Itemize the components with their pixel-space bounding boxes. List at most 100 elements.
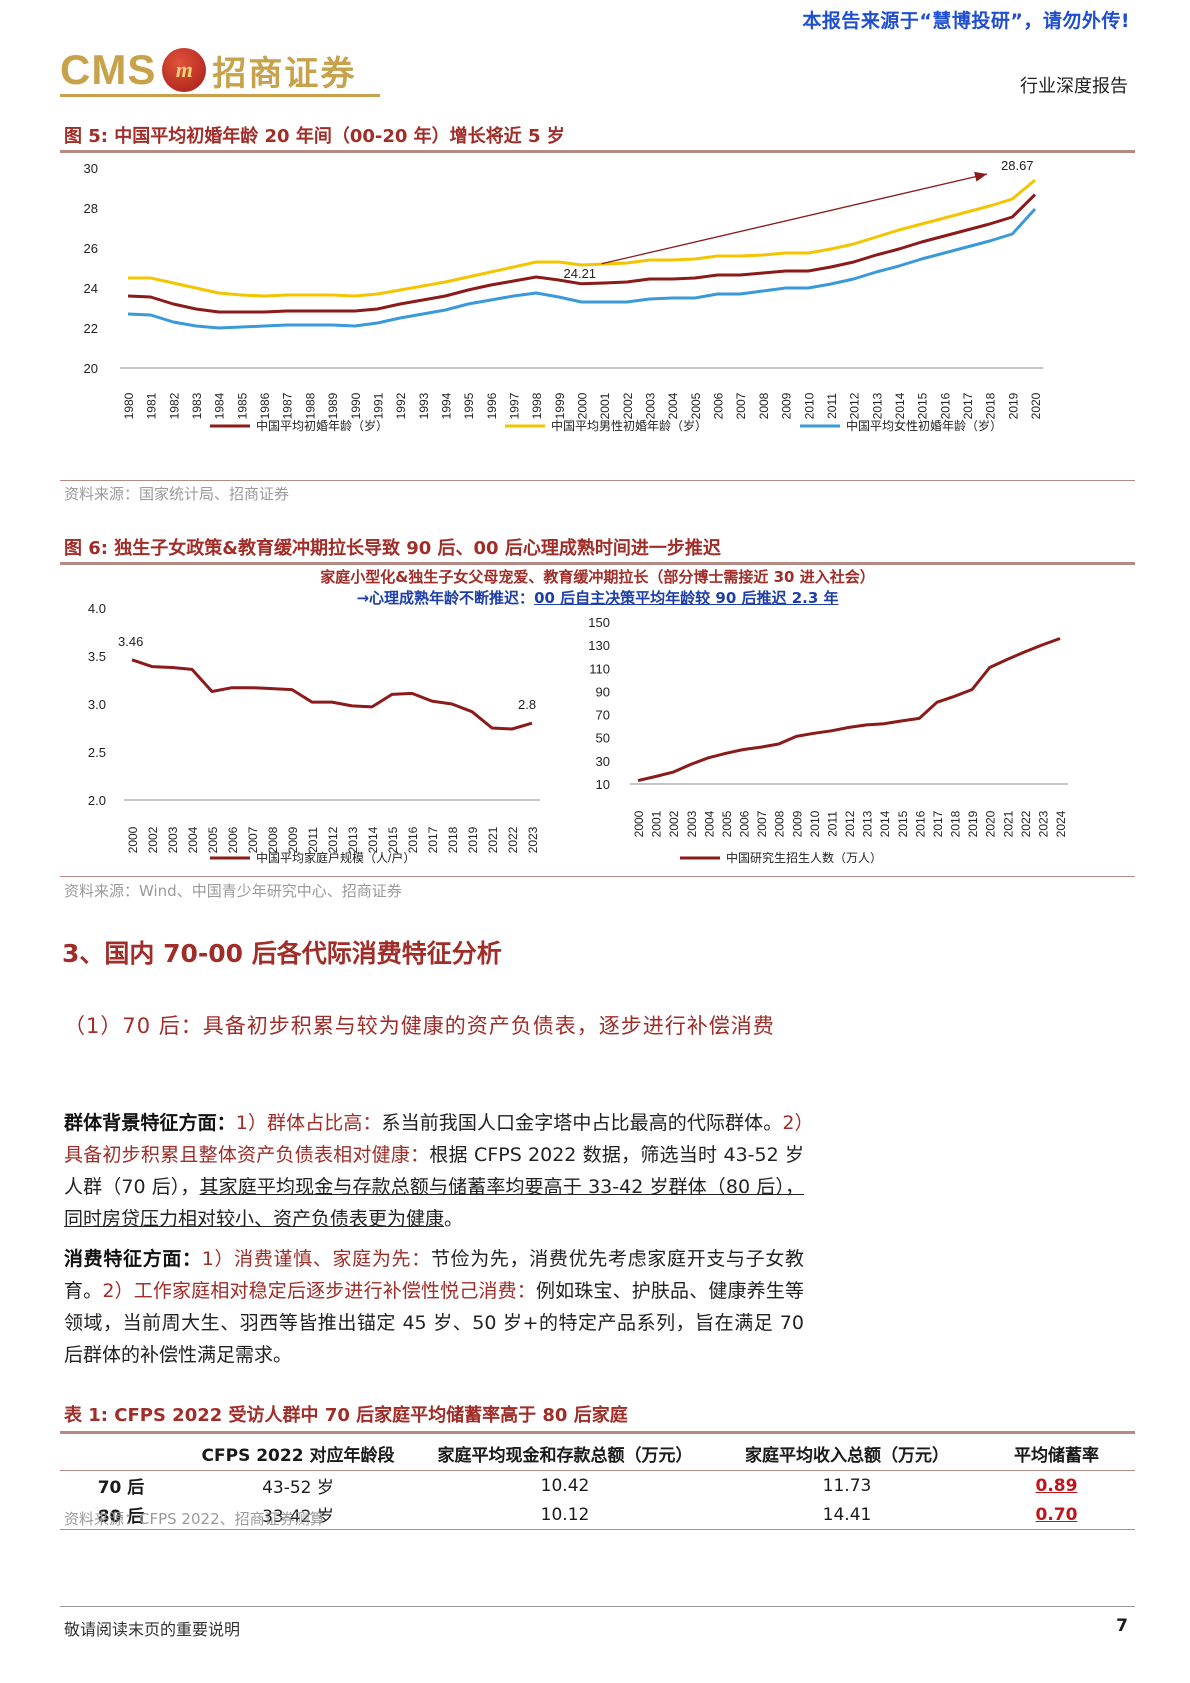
footer-note: 敬请阅读末页的重要说明 [64, 1620, 241, 1639]
x-tick-label: 2022 [506, 826, 520, 853]
x-tick-label: 2001 [598, 392, 612, 419]
x-tick-label: 2011 [825, 811, 839, 837]
p2-label: 消费特征方面： [64, 1248, 202, 1270]
y-tick-label: 30 [84, 161, 98, 176]
x-tick-label: 2012 [326, 826, 340, 853]
p2-text2: 例如珠宝、护肤品、健康养生等领域，当前周大生、羽西等皆推出锚定 45 岁、50 … [64, 1280, 804, 1366]
company-logo: CMS m 招商证券 [60, 46, 356, 94]
x-tick-label: 2013 [861, 810, 875, 837]
trend-arrowhead [974, 171, 987, 182]
x-tick-label: 2022 [1019, 810, 1033, 837]
x-tick-label: 2019 [1006, 392, 1020, 419]
annotation-start: 24.21 [564, 266, 597, 281]
series-line-0 [127, 193, 1037, 314]
figure5-title: 图 5: 中国平均初婚年龄 20 年间（00-20 年）增长将近 5 岁 [64, 126, 565, 147]
x-tick-label: 1991 [371, 392, 385, 419]
x-tick-label: 2011 [825, 393, 839, 419]
x-tick-label: 2021 [1001, 810, 1015, 837]
y-tick-label: 26 [84, 241, 98, 256]
subtitle-2-prefix: →心理成熟年龄不断推迟： [356, 589, 535, 607]
x-tick-label: 2013 [870, 392, 884, 419]
paragraph-background: 群体背景特征方面：1）群体占比高：系当前我国人口金字塔中占比最高的代际群体。2）… [64, 1107, 804, 1235]
x-tick-label: 2002 [621, 392, 635, 419]
x-tick-label: 1980 [122, 392, 136, 419]
figure5-bottom-rule [60, 480, 1135, 481]
paragraph-consumption: 消费特征方面：1）消费谨慎、家庭为先：节俭为先，消费优先考虑家庭开支与子女教育。… [64, 1243, 804, 1371]
series-line [637, 637, 1061, 783]
x-tick-label: 2000 [632, 810, 646, 837]
logo-cms-text: CMS [60, 46, 157, 93]
table-cell-savings: 0.89 [978, 1470, 1135, 1500]
x-tick-label: 2006 [738, 810, 752, 837]
annotation-left-start: 3.46 [118, 634, 143, 649]
figure6-title: 图 6: 独生子女政策&教育缓冲期拉长导致 90 后、00 后心理成熟时间进一步… [64, 538, 721, 559]
x-tick-label: 2000 [126, 826, 140, 853]
x-tick-label: 1984 [213, 392, 227, 419]
y-tick-label: 22 [84, 321, 98, 336]
x-tick-label: 2008 [757, 392, 771, 419]
x-tick-label: 2018 [446, 826, 460, 853]
p1-underlined: 其家庭平均现金与存款总额与储蓄率均要高于 33-42 岁群体（80 后），同时房… [64, 1176, 804, 1230]
logo-underline [60, 94, 380, 97]
p1-point1: 1）群体占比高： [235, 1112, 382, 1134]
x-tick-label: 2017 [931, 810, 945, 837]
annotation-left-end: 2.8 [518, 697, 536, 712]
x-tick-label: 2003 [685, 810, 699, 837]
table-header-row: CFPS 2022 对应年龄段 家庭平均现金和存款总额（万元） 家庭平均收入总额… [60, 1437, 1135, 1471]
x-tick-label: 2006 [712, 392, 726, 419]
x-tick-label: 2016 [913, 810, 927, 837]
x-tick-label: 2017 [426, 826, 440, 853]
series-line-1 [128, 178, 1036, 298]
x-tick-label: 2008 [266, 826, 280, 853]
x-tick-label: 2014 [366, 826, 380, 853]
table-cell: 70 后 [60, 1470, 182, 1500]
x-tick-label: 2016 [938, 392, 952, 419]
y-tick-label: 28 [84, 201, 98, 216]
x-tick-label: 2021 [486, 826, 500, 853]
x-tick-label: 1983 [190, 392, 204, 419]
legend-label: 中国研究生招生人数（万人） [726, 850, 882, 865]
x-tick-label: 1994 [439, 392, 453, 419]
y-tick-label: 3.5 [88, 649, 106, 664]
x-tick-label: 2012 [843, 810, 857, 837]
series-line-2 [127, 207, 1037, 330]
x-tick-label: 2006 [226, 826, 240, 853]
x-tick-label: 2007 [755, 810, 769, 837]
x-tick-label: 2004 [702, 810, 716, 837]
y-tick-label: 3.0 [88, 697, 106, 712]
table-cell: 14.41 [716, 1500, 978, 1530]
y-tick-label: 70 [596, 708, 610, 723]
x-tick-label: 2003 [166, 826, 180, 853]
x-tick-label: 2005 [206, 826, 220, 853]
table-row: 70 后 43-52 岁 10.42 11.73 0.89 [60, 1470, 1135, 1500]
x-tick-label: 2002 [667, 810, 681, 837]
y-tick-label: 4.0 [88, 604, 106, 616]
logo-chinese-name: 招商证券 [212, 53, 357, 94]
y-tick-label: 24 [84, 281, 98, 296]
x-tick-label: 2004 [666, 392, 680, 419]
table-cell: 43-52 岁 [182, 1470, 414, 1500]
x-tick-label: 1988 [303, 392, 317, 419]
figure6-top-rule [60, 562, 1135, 565]
figure6-bottom-rule [60, 876, 1135, 877]
section-heading: 3、国内 70-00 后各代际消费特征分析 [62, 939, 502, 968]
x-tick-label: 2020 [984, 810, 998, 837]
table-cell: 11.73 [716, 1470, 978, 1500]
table-cell-savings: 0.70 [978, 1500, 1135, 1530]
subsection-heading: （1）70 后：具备初步积累与较为健康的资产负债表，逐步进行补偿消费 [64, 1014, 775, 1038]
table1-top-rule [60, 1431, 1135, 1434]
x-tick-label: 2000 [576, 392, 590, 419]
x-tick-label: 2001 [650, 810, 664, 837]
table-cell: 10.42 [414, 1470, 716, 1500]
x-tick-label: 2014 [878, 810, 892, 837]
x-tick-label: 2013 [346, 826, 360, 853]
footer-rule [60, 1606, 1135, 1607]
y-tick-label: 90 [596, 684, 610, 699]
x-tick-label: 1986 [258, 392, 272, 419]
x-tick-label: 1981 [145, 392, 159, 419]
x-tick-label: 2003 [644, 392, 658, 419]
figure5-source: 资料来源：国家统计局、招商证券 [64, 485, 290, 503]
p2-point1: 1）消费谨慎、家庭为先： [201, 1248, 431, 1270]
x-tick-label: 1989 [326, 392, 340, 419]
